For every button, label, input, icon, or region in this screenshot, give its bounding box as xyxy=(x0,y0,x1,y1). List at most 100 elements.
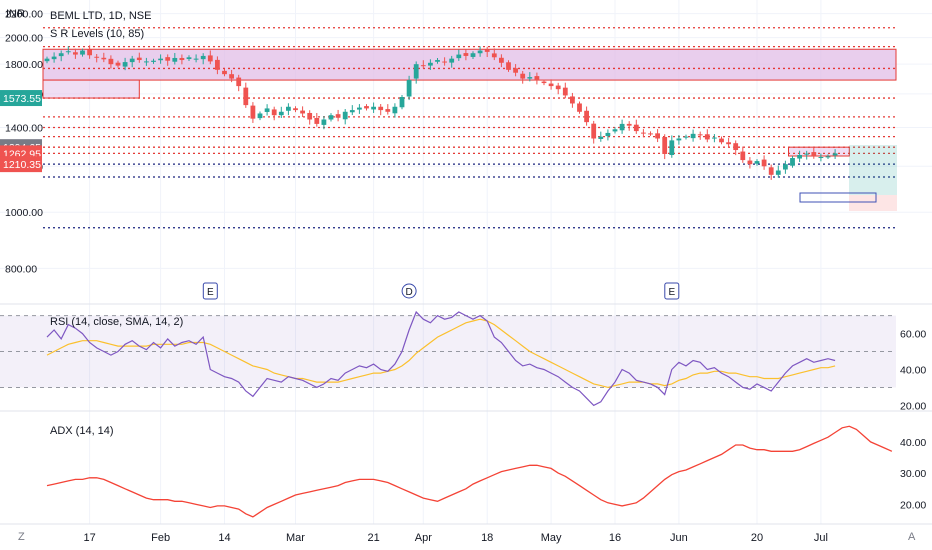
candle-body xyxy=(406,80,412,97)
candle-body xyxy=(335,114,341,118)
candle-body xyxy=(598,136,604,140)
sr-zone xyxy=(42,79,140,99)
candle-body xyxy=(548,83,554,87)
candle-body xyxy=(570,96,575,104)
sr-zone xyxy=(788,146,850,157)
price-axis-tick-label: 1400.00 xyxy=(5,122,43,134)
candle-body xyxy=(80,50,85,55)
candle-body xyxy=(733,143,739,151)
price-axis-tick-label: 2000.00 xyxy=(5,33,43,45)
candle-body xyxy=(591,123,597,139)
candle-body xyxy=(442,61,447,63)
candle-body xyxy=(129,58,135,63)
candle-body xyxy=(44,58,50,62)
candle-body xyxy=(420,65,426,67)
candle-body xyxy=(740,151,746,161)
adx-axis-tick-label: 40.00 xyxy=(900,437,926,449)
candle-body xyxy=(655,133,660,139)
candle-body xyxy=(633,124,639,132)
log-scale-toggle-button[interactable]: Z xyxy=(18,531,25,543)
candle-body xyxy=(385,109,391,112)
time-axis-tick-label: 14 xyxy=(218,532,230,544)
candlestick-series xyxy=(44,45,838,180)
candle-body xyxy=(605,132,611,137)
candle-body xyxy=(825,156,831,158)
candle-body xyxy=(754,161,760,164)
candle-body xyxy=(58,53,64,57)
position-target-box xyxy=(849,145,897,195)
candle-body xyxy=(151,60,156,62)
rsi-axis: 60.00 40.00 20.00 xyxy=(900,329,926,413)
candle-body xyxy=(534,76,540,81)
time-axis-tick-label: Jul xyxy=(814,532,828,544)
candle-body xyxy=(761,159,767,167)
adx-indicator-label[interactable]: ADX (14, 14) xyxy=(50,425,114,437)
auto-scale-toggle-button[interactable]: A xyxy=(908,531,916,543)
time-axis-tick-label: 17 xyxy=(83,532,95,544)
candle-body xyxy=(491,53,497,58)
candle-body xyxy=(449,58,455,63)
candle-body xyxy=(527,77,533,79)
time-axis-tick-label: Jun xyxy=(670,532,688,544)
position-stop-box xyxy=(849,195,897,211)
rsi-axis-tick-label: 40.00 xyxy=(900,364,926,376)
symbol-title[interactable]: BEML LTD, 1D, NSE xyxy=(50,10,151,22)
candle-body xyxy=(271,109,277,116)
candle-body xyxy=(676,138,682,141)
dividend-marker xyxy=(401,283,417,299)
candle-body xyxy=(626,123,632,126)
candle-body xyxy=(94,56,100,58)
candle-body xyxy=(87,49,92,56)
adx-axis: 40.00 30.00 20.00 xyxy=(900,437,926,512)
adx-axis-tick-label: 20.00 xyxy=(900,499,926,511)
candle-body xyxy=(484,49,490,52)
position-entry-box xyxy=(799,192,877,203)
sr-indicator-label[interactable]: S R Levels (10, 85) xyxy=(50,28,144,40)
candle-body xyxy=(513,68,518,73)
time-axis-tick-label: 21 xyxy=(367,532,379,544)
candle-body xyxy=(697,134,703,136)
candle-body xyxy=(506,62,511,70)
sr-levels xyxy=(43,27,896,229)
candle-body xyxy=(158,58,163,61)
candle-body xyxy=(293,108,298,111)
candle-body xyxy=(428,62,433,66)
candle-body xyxy=(712,137,717,139)
candle-body xyxy=(321,119,327,125)
candle-body xyxy=(229,74,234,79)
rsi-axis-tick-label: 60.00 xyxy=(900,329,926,341)
candle-body xyxy=(257,113,263,119)
candle-body xyxy=(144,61,149,63)
rsi-guide-lines xyxy=(0,315,896,388)
price-axis-tick-label: 1000.00 xyxy=(5,207,43,219)
candle-body xyxy=(207,55,213,62)
candle-body xyxy=(73,52,78,55)
time-axis: 17 Feb 14 Mar 21 Apr 18 May 16 Jun 20 Jul xyxy=(83,532,827,544)
candle-body xyxy=(818,157,824,159)
candle-body xyxy=(768,167,774,175)
candle-body xyxy=(726,142,731,145)
candle-body xyxy=(790,158,795,166)
price-axis-tick-label: 2200.00 xyxy=(5,9,43,21)
candle-body xyxy=(648,133,653,135)
candle-body xyxy=(775,170,781,175)
price-badge-background xyxy=(0,90,42,107)
candle-body xyxy=(371,106,376,110)
candle-body xyxy=(264,108,270,112)
rsi-indicator-label[interactable]: RSI (14, close, SMA, 14, 2) xyxy=(50,316,183,328)
time-axis-tick-label: 18 xyxy=(481,532,493,544)
candle-body xyxy=(541,81,547,84)
candle-body xyxy=(683,136,689,138)
candle-body xyxy=(357,107,362,110)
candle-body xyxy=(662,136,668,154)
candle-body xyxy=(278,111,284,116)
candle-body xyxy=(307,112,313,120)
adx-axis-tick-label: 30.00 xyxy=(900,468,926,480)
candle-body xyxy=(577,103,582,112)
candle-body xyxy=(172,57,178,62)
candle-body xyxy=(612,129,618,132)
rsi-line xyxy=(46,310,836,407)
candle-body xyxy=(619,123,625,131)
